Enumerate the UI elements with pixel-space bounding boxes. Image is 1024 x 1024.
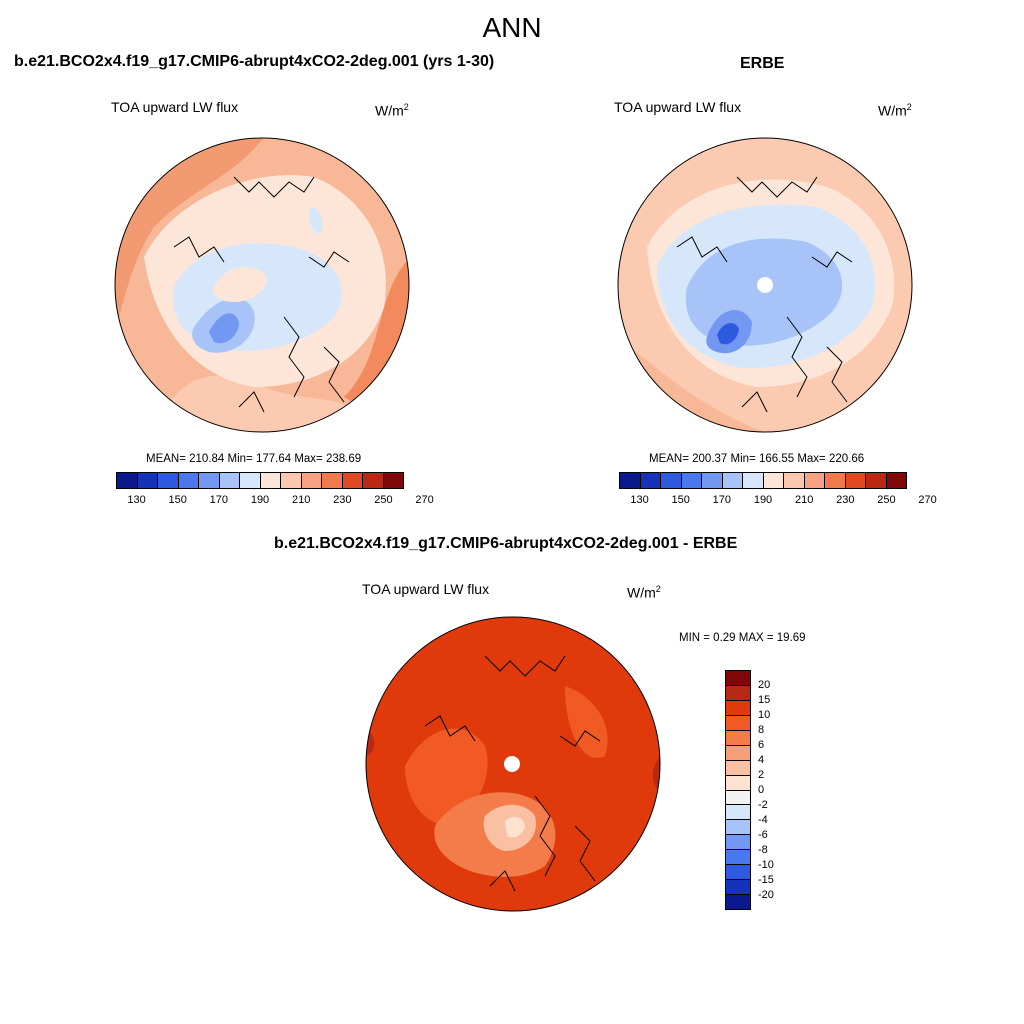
diff-case-title: b.e21.BCO2x4.f19_g17.CMIP6-abrupt4xCO2-2… [274,535,738,552]
colorbar-swatch [137,473,158,488]
colorbar-swatch [301,473,322,488]
colorbar-tick-label: 150 [168,494,187,506]
colorbar-swatch [281,473,302,488]
obs-colorbar-ticks: 130 150 170 190 210 230 250 270 [619,494,936,508]
colorbar-swatch [726,790,750,806]
colorbar-swatch [158,473,179,488]
colorbar-swatch [681,473,702,488]
colorbar-tick-label: -2 [758,799,768,811]
colorbar-tick-label: 4 [758,754,765,766]
colorbar-swatch [661,473,682,488]
colorbar-swatch [763,473,784,488]
colorbar-swatch [866,473,887,488]
colorbar-tick-label: 210 [291,494,311,506]
colorbar-swatch [178,473,199,488]
colorbar-tick-label: 15 [758,694,771,706]
colorbar-swatch [722,473,743,488]
colorbar-swatch [726,835,750,851]
colorbar-swatch [726,775,750,791]
colorbar-swatch [363,473,384,488]
colorbar-swatch [825,473,846,488]
colorbar-swatch [726,715,750,731]
obs-colorbar [619,472,907,489]
colorbar-tick-label: -6 [758,829,768,841]
colorbar-tick-label: -15 [758,874,774,886]
colorbar-tick-label: -4 [758,814,768,826]
colorbar-tick-label: -20 [758,889,774,901]
colorbar-swatch [726,850,750,866]
colorbar-tick-label: 270 [415,494,434,506]
colorbar-tick-label: 190 [753,494,773,506]
model-case-title: b.e21.BCO2x4.f19_g17.CMIP6-abrupt4xCO2-2… [14,53,495,70]
model-colorbar-ticks: 130 150 170 190 210 230 250 270 [116,494,433,508]
colorbar-tick-label: -8 [758,844,768,856]
colorbar-tick-label: 170 [209,494,229,506]
obs-stats: MEAN= 200.37 Min= 166.55 Max= 220.66 [649,453,865,465]
colorbar-swatch [726,895,750,909]
colorbar-tick-label: 170 [712,494,732,506]
colorbar-tick-label: 8 [758,724,765,736]
colorbar-swatch [726,671,750,686]
colorbar-swatch [726,760,750,776]
colorbar-swatch [845,473,866,488]
colorbar-swatch [702,473,723,488]
colorbar-swatch [219,473,240,488]
colorbar-tick-label: 130 [630,494,649,506]
colorbar-swatch [726,700,750,716]
colorbar-tick-label: 150 [671,494,690,506]
colorbar-tick-label: 10 [758,709,771,721]
colorbar-swatch [383,473,403,488]
colorbar-tick-label: 270 [918,494,937,506]
colorbar-swatch [726,745,750,761]
obs-units-label: W/m2 [878,102,912,119]
model-units-label: W/m2 [375,102,409,119]
colorbar-tick-label: 230 [836,494,855,506]
colorbar-swatch [199,473,220,488]
diff-colorbar [725,670,751,910]
diff-colorbar-ticks: 20 15 10 8 6 4 2 0 -2 -4 -6 -8 -10 -15 -20 [758,670,798,910]
colorbar-tick-label: 20 [758,679,771,691]
colorbar-tick-label: 230 [333,494,352,506]
colorbar-swatch [640,473,661,488]
colorbar-swatch [117,473,138,488]
obs-variable-label: TOA upward LW flux [614,99,742,115]
colorbar-swatch [804,473,825,488]
figure-title: ANN [482,12,542,43]
colorbar-swatch [726,820,750,836]
colorbar-swatch [726,730,750,746]
colorbar-swatch [726,685,750,701]
colorbar-tick-label: 190 [250,494,270,506]
colorbar-swatch [726,865,750,881]
diff-units-label: W/m2 [627,584,661,601]
colorbar-tick-label: 2 [758,769,765,781]
colorbar-tick-label: 250 [374,494,393,506]
colorbar-tick-label: -10 [758,859,774,871]
diff-stats: MIN = 0.29 MAX = 19.69 [679,632,806,644]
colorbar-tick-label: 0 [758,784,765,796]
colorbar-swatch [726,805,750,821]
colorbar-swatch [620,473,641,488]
colorbar-tick-label: 250 [877,494,896,506]
model-stats: MEAN= 210.84 Min= 177.64 Max= 238.69 [146,453,362,465]
model-variable-label: TOA upward LW flux [111,99,239,115]
colorbar-swatch [322,473,343,488]
colorbar-swatch [743,473,764,488]
diff-variable-label: TOA upward LW flux [362,581,490,597]
colorbar-tick-label: 210 [794,494,814,506]
colorbar-swatch [240,473,261,488]
colorbar-swatch [886,473,906,488]
colorbar-tick-label: 6 [758,739,765,751]
colorbar-swatch [342,473,363,488]
model-colorbar [116,472,404,489]
obs-polar-map [617,137,913,433]
colorbar-swatch [726,880,750,896]
colorbar-swatch [260,473,281,488]
model-polar-map [114,137,410,433]
colorbar-swatch [784,473,805,488]
obs-case-title: ERBE [740,55,785,72]
colorbar-tick-label: 130 [127,494,146,506]
diff-polar-map [365,616,661,912]
